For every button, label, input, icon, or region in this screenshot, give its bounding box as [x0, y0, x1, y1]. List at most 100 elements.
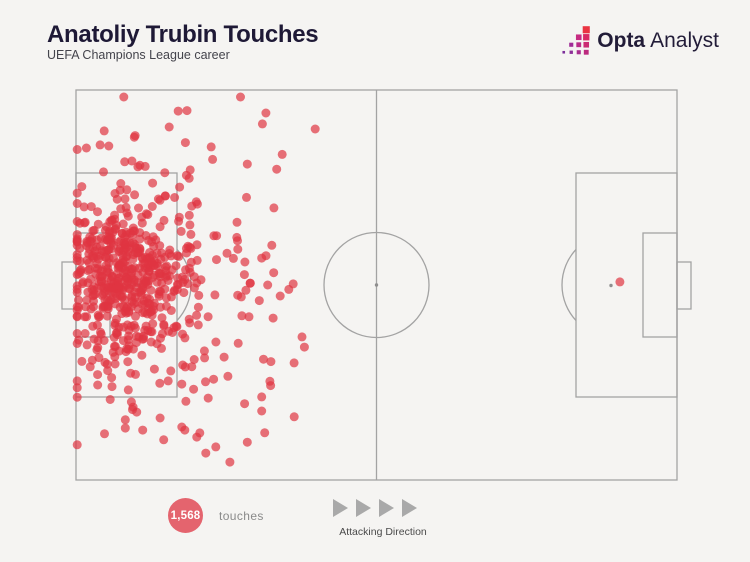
touch-dot	[310, 124, 320, 134]
attacking-direction-arrow-icon	[356, 499, 371, 517]
touch-dot	[148, 178, 158, 188]
attacking-direction-arrow-icon	[333, 499, 348, 517]
logo-mark-square	[569, 42, 574, 47]
touch-dot	[89, 290, 99, 300]
touch-dot	[257, 406, 267, 416]
opta-analyst-logo: Opta Analyst	[560, 26, 719, 56]
touch-dot	[102, 311, 112, 321]
touch-dot	[94, 312, 104, 322]
touch-dot	[72, 440, 82, 450]
touch-dot	[132, 407, 142, 417]
attacking-direction-arrow-icon	[379, 499, 394, 517]
touch-dot	[245, 278, 255, 288]
touch-dot	[263, 280, 273, 290]
touch-dot	[172, 251, 182, 261]
touch-dot	[210, 290, 220, 300]
touch-dot	[116, 179, 126, 188]
touch-dot	[123, 344, 133, 354]
touch-dot	[121, 202, 131, 212]
touch-dot	[176, 226, 186, 236]
touch-dot	[181, 396, 191, 406]
touch-dot	[193, 320, 203, 330]
logo-word-opta: Opta	[597, 29, 646, 52]
touch-dot	[233, 338, 243, 348]
touch-dot	[288, 279, 298, 289]
attacking-direction-label: Attacking Direction	[339, 526, 427, 538]
touch-dot	[137, 218, 147, 228]
touch-dot	[72, 284, 82, 294]
touch-dot	[147, 202, 157, 211]
touch-dot	[142, 309, 152, 319]
touch-dot	[147, 327, 157, 337]
logo-mark-square	[569, 50, 574, 54]
touch-dot	[155, 272, 165, 282]
touch-dot	[95, 271, 105, 281]
touch-dot	[79, 202, 89, 212]
touch-dot	[244, 312, 254, 322]
touch-dot	[122, 185, 132, 195]
touch-dot	[72, 230, 82, 240]
touch-dot	[173, 106, 183, 116]
touch-dot	[155, 195, 165, 205]
touch-dot	[162, 261, 172, 271]
touch-dot	[92, 345, 102, 355]
touch-dot	[277, 149, 287, 159]
touch-dot	[159, 215, 169, 225]
touch-dot	[89, 225, 99, 235]
touch-dot	[81, 143, 91, 153]
logo-mark-square	[583, 34, 590, 41]
touch-dot	[145, 299, 155, 309]
right-penalty-area	[575, 172, 678, 398]
touch-dot	[123, 320, 132, 330]
touch-dot	[189, 272, 199, 282]
touch-dot	[120, 157, 130, 167]
touch-dot	[201, 377, 210, 387]
touch-dot	[266, 357, 276, 367]
touch-dot	[240, 257, 250, 267]
touch-dot	[118, 219, 128, 229]
touch-dot	[182, 106, 192, 116]
touch-dot	[199, 346, 209, 356]
touch-dot	[123, 357, 133, 367]
touch-dot	[89, 251, 98, 261]
touch-dot	[149, 364, 159, 374]
touch-dot	[269, 203, 279, 213]
center-circle	[323, 231, 430, 339]
right-penalty-spot	[609, 283, 613, 288]
logo-mark-square	[576, 50, 582, 55]
touch-dot	[170, 193, 180, 202]
touch-dot	[99, 126, 109, 136]
touch-dot	[80, 312, 90, 322]
touch-dot	[232, 217, 242, 227]
touch-dot	[151, 235, 161, 245]
touch-dot	[110, 352, 120, 362]
touch-dot	[233, 236, 242, 246]
touch-dot	[149, 260, 159, 270]
touch-dot	[152, 248, 162, 258]
touch-dot	[159, 320, 169, 330]
touch-dot	[266, 381, 276, 391]
touch-dot	[299, 342, 309, 352]
touch-dot	[193, 302, 203, 312]
touch-dot	[137, 350, 147, 360]
touch-dot	[93, 370, 103, 380]
touch-dot	[260, 428, 270, 438]
logo-mark-square	[576, 34, 582, 41]
pitch-spots	[137, 283, 613, 288]
touch-dot	[178, 278, 188, 287]
touch-dot	[120, 306, 130, 316]
touch-dot	[102, 359, 112, 369]
touch-dot	[155, 378, 165, 388]
touch-dot	[208, 154, 218, 164]
touch-dot	[242, 192, 251, 202]
touch-dot	[89, 302, 98, 312]
touch-dot	[128, 230, 137, 240]
touch-dot	[185, 165, 195, 175]
touch-dot	[236, 92, 245, 102]
touch-dot	[130, 242, 140, 252]
touch-dot	[103, 366, 113, 376]
touch-dot	[212, 255, 221, 265]
touch-dot	[615, 277, 625, 287]
touch-dot	[201, 448, 211, 458]
touch-dot	[96, 329, 106, 339]
